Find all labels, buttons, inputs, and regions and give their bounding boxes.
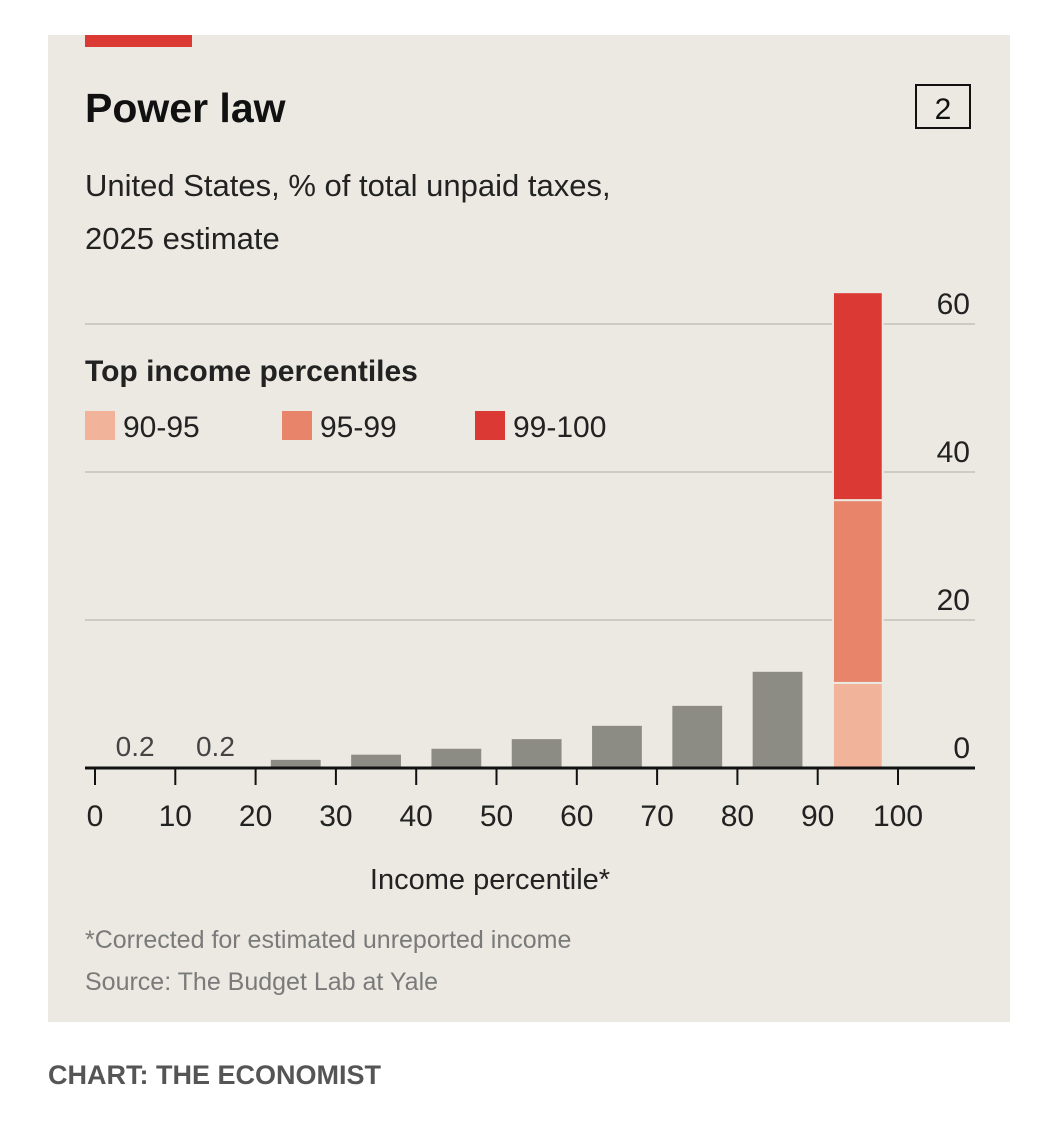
subtitle: United States, % of total unpaid taxes, <box>85 168 611 203</box>
x-tick-label: 20 <box>239 800 272 833</box>
subtitle: 2025 estimate <box>85 221 280 256</box>
bar <box>431 748 482 768</box>
bar <box>592 725 642 768</box>
y-tick-label: 20 <box>937 584 970 617</box>
x-tick-label: 50 <box>480 800 513 833</box>
stacked-bar-segment <box>831 681 884 770</box>
chart-number-box <box>915 84 971 129</box>
legend-label: 99-100 <box>513 411 606 444</box>
x-tick-label: 100 <box>873 800 923 833</box>
x-tick-label: 0 <box>87 800 104 833</box>
bar <box>672 705 723 768</box>
legend-label: 95-99 <box>320 411 397 444</box>
chart-title: Power law <box>85 85 286 131</box>
y-tick-label: 60 <box>937 288 970 321</box>
chart-number: 2 <box>935 93 952 126</box>
bar <box>351 754 401 768</box>
red-tab <box>85 35 192 47</box>
y-tick-label: 40 <box>937 436 970 469</box>
stacked-bar-segment <box>831 499 884 684</box>
x-tick-label: 30 <box>319 800 352 833</box>
legend-label: 90-95 <box>123 411 200 444</box>
legend-swatch <box>85 411 115 440</box>
legend-swatch <box>282 411 312 440</box>
x-tick-label: 40 <box>400 800 433 833</box>
x-tick-label: 10 <box>159 800 192 833</box>
x-axis-title: Income percentile* <box>370 864 610 896</box>
x-tick-label: 90 <box>801 800 834 833</box>
credit: CHART: THE ECONOMIST <box>48 1060 381 1090</box>
x-tick-label: 70 <box>640 800 673 833</box>
footnote: *Corrected for estimated unreported inco… <box>85 926 571 954</box>
value-label: 0.2 <box>196 731 235 762</box>
legend-swatch <box>475 411 505 440</box>
x-tick-label: 80 <box>721 800 754 833</box>
value-label: 0.2 <box>116 731 155 762</box>
source: Source: The Budget Lab at Yale <box>85 968 438 996</box>
stacked-bar-segment <box>831 291 884 502</box>
bar <box>511 739 562 768</box>
bar <box>270 759 321 768</box>
legend-title: Top income percentiles <box>85 355 418 388</box>
bar <box>752 671 803 768</box>
y-tick-label: 0 <box>953 732 970 765</box>
x-tick-label: 60 <box>560 800 593 833</box>
